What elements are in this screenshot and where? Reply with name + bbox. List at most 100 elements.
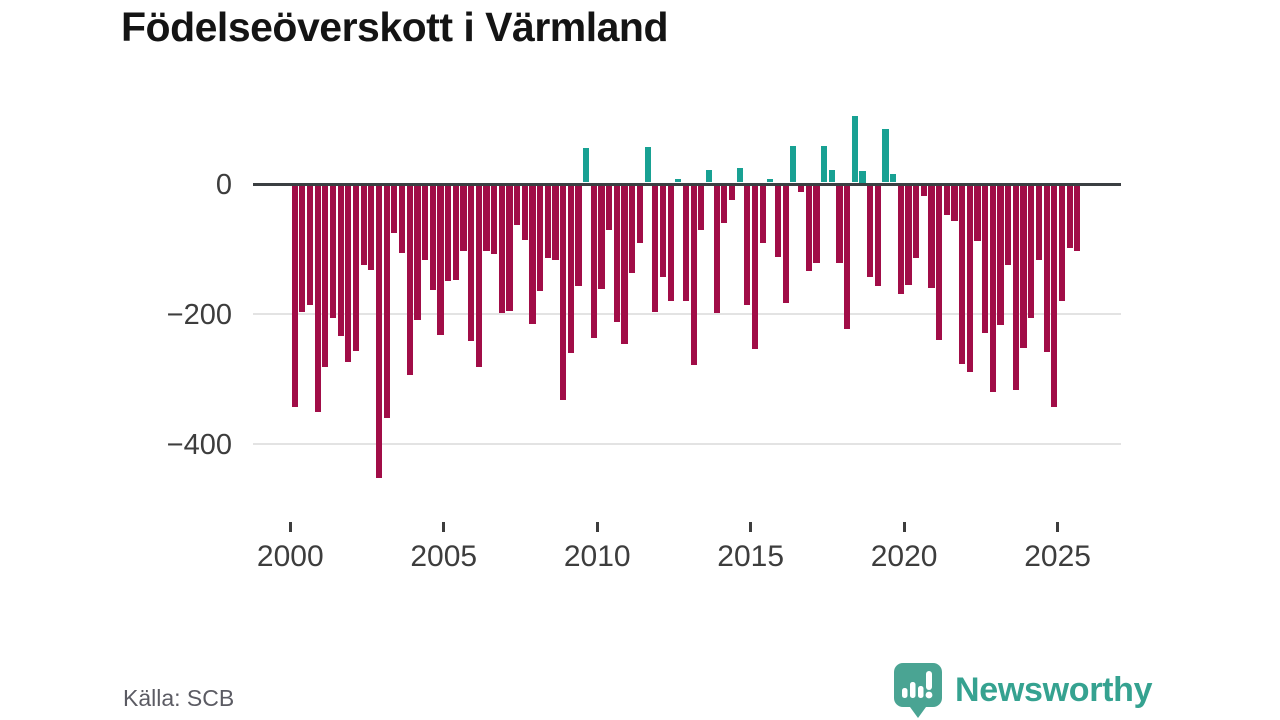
bar-quarter-21 — [452, 185, 459, 280]
bar-quarter-70 — [828, 169, 835, 183]
bar-quarter-54 — [705, 169, 713, 183]
bar-quarter-94 — [1012, 185, 1020, 391]
bar-quarter-44 — [629, 185, 636, 274]
bar-quarter-87 — [959, 185, 966, 364]
bar-quarter-74 — [859, 171, 866, 183]
x-axis-tick — [595, 522, 599, 532]
bar-quarter-24 — [475, 185, 482, 367]
bar-quarter-7 — [345, 185, 352, 362]
bar-quarter-73 — [851, 115, 858, 183]
bar-quarter-64 — [782, 185, 789, 304]
bar-quarter-41 — [606, 185, 613, 230]
bar-quarter-23 — [468, 185, 475, 341]
y-axis-label: −400 — [166, 429, 232, 462]
bar-quarter-69 — [820, 146, 828, 183]
x-axis-tick — [442, 522, 446, 532]
bar-quarter-98 — [1043, 185, 1050, 352]
bar-quarter-79 — [897, 185, 904, 294]
x-axis-label: 2025 — [1024, 540, 1091, 573]
bar-quarter-40 — [598, 185, 605, 289]
x-axis-label: 2005 — [410, 540, 478, 573]
bar-quarter-86 — [951, 185, 958, 222]
y-axis-label: 0 — [215, 169, 232, 201]
y-gridline — [253, 313, 1121, 316]
bar-quarter-55 — [713, 185, 720, 313]
bar-quarter-15 — [406, 185, 413, 375]
bar-quarter-56 — [721, 185, 728, 223]
bar-quarter-84 — [936, 185, 943, 341]
bar-quarter-9 — [360, 185, 367, 265]
bar-quarter-6 — [337, 185, 344, 337]
bar-quarter-52 — [690, 185, 697, 365]
bar-quarter-80 — [905, 185, 912, 285]
bar-quarter-45 — [636, 185, 644, 243]
bar-quarter-90 — [982, 185, 989, 334]
bar-quarter-10 — [368, 185, 375, 271]
chart-title: Födelseöverskott i Värmland — [121, 4, 669, 50]
x-axis-zero-line — [253, 182, 1121, 186]
bar-quarter-60 — [751, 185, 759, 350]
bar-quarter-35 — [560, 185, 567, 401]
bar-quarter-31 — [529, 185, 536, 325]
bar-quarter-42 — [613, 185, 621, 322]
x-axis-tick — [1056, 522, 1060, 532]
bar-quarter-47 — [652, 185, 659, 312]
newsworthy-speech-bubble-chart-icon — [894, 663, 942, 718]
bar-quarter-77 — [882, 128, 889, 183]
bar-quarter-88 — [966, 185, 973, 372]
plot-area: 0 −200 −400 2000 2005 2010 2015 2020 2025 — [166, 115, 1121, 573]
bar-quarter-16 — [414, 185, 421, 321]
bar-quarter-30 — [521, 185, 528, 240]
bar-quarter-5 — [329, 185, 337, 319]
bar-quarter-8 — [352, 185, 360, 352]
bar-quarter-1 — [299, 185, 306, 312]
x-axis-label: 2020 — [870, 540, 938, 573]
bar-quarter-89 — [974, 185, 981, 242]
bar-quarter-46 — [644, 146, 651, 183]
bar-quarter-68 — [813, 185, 820, 263]
bar-quarter-78 — [890, 173, 897, 183]
bar-quarter-57 — [728, 185, 736, 200]
bar-quarter-53 — [698, 185, 705, 230]
bar-quarter-96 — [1028, 185, 1035, 319]
bar-quarter-0 — [291, 185, 298, 407]
bar-quarter-66 — [797, 185, 805, 192]
bar-quarter-58 — [736, 167, 743, 183]
bar-quarter-102 — [1074, 185, 1081, 251]
bar-quarter-71 — [836, 185, 843, 263]
bar-quarter-81 — [913, 185, 920, 259]
bar-quarter-34 — [552, 185, 559, 260]
bar-quarter-51 — [682, 185, 690, 302]
bar-quarter-28 — [506, 185, 513, 311]
bar-quarter-83 — [928, 185, 935, 289]
y-axis-label: −200 — [166, 299, 232, 332]
bar-quarter-29 — [514, 185, 521, 225]
x-axis-label: 2010 — [563, 540, 631, 573]
newsworthy-logo-text: Newsworthy — [955, 670, 1153, 709]
bar-quarter-48 — [659, 185, 667, 277]
source-caption: Källa: SCB — [123, 685, 235, 711]
bar-quarter-27 — [498, 185, 505, 313]
bar-quarter-59 — [744, 185, 751, 306]
bar-quarter-22 — [460, 185, 467, 252]
bar-quarter-14 — [398, 185, 406, 254]
bar-quarter-38 — [583, 147, 590, 183]
bar-quarter-100 — [1058, 185, 1066, 302]
bar-quarter-62 — [767, 178, 774, 183]
bar-quarter-101 — [1066, 185, 1073, 248]
bar-quarter-17 — [421, 185, 429, 260]
bar-quarter-97 — [1035, 185, 1043, 260]
bar-quarter-76 — [874, 185, 881, 287]
bar-quarter-20 — [445, 185, 452, 282]
x-axis-tick — [288, 522, 292, 532]
bar-quarter-37 — [575, 185, 582, 287]
bar-quarter-2 — [306, 185, 314, 306]
bar-quarter-18 — [429, 185, 436, 290]
x-axis-label: 2000 — [256, 540, 324, 573]
x-axis-tick — [749, 522, 753, 532]
y-gridline — [253, 443, 1121, 446]
bar-quarter-82 — [920, 185, 927, 196]
bar-quarter-63 — [774, 185, 782, 258]
bar-quarter-85 — [943, 185, 950, 215]
bar-quarter-91 — [989, 185, 996, 392]
